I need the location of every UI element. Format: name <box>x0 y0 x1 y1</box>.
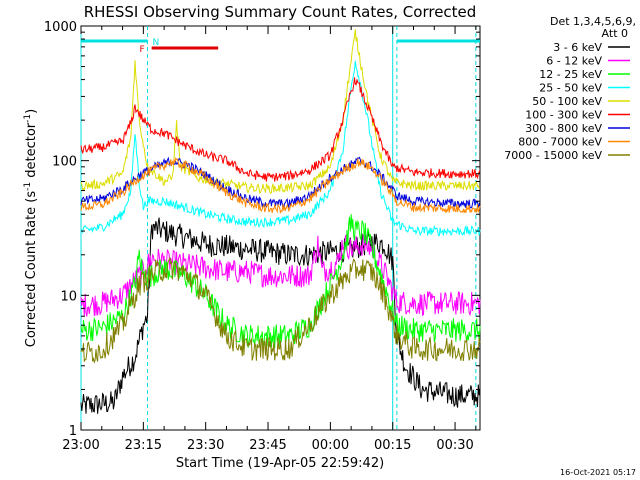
y-axis: 1 10 100 1000 <box>44 20 480 439</box>
x-tick-label: 23:45 <box>249 438 286 453</box>
y-axis-label-close: ) <box>24 109 39 114</box>
chart-title: RHESSI Observing Summary Count Rates, Co… <box>84 3 477 21</box>
footer-timestamp: 16-Oct-2021 05:17 <box>560 468 636 477</box>
x-axis: 23:00 23:15 23:30 23:45 00:00 00:15 00:30 <box>62 26 477 453</box>
legend-label: 100 - 300 keV <box>525 109 602 122</box>
legend-label: 12 - 25 keV <box>539 68 602 81</box>
y-tick-label: 100 <box>52 155 77 170</box>
series-line-7 <box>80 156 481 214</box>
y-axis-label-mid: detector <box>24 122 39 182</box>
y-axis-label-main: Corrected Count Rate (s <box>24 191 39 348</box>
legend-header-line-2: Att 0 <box>602 27 628 40</box>
series-line-4 <box>80 29 481 194</box>
x-tick-label: 00:30 <box>436 438 473 453</box>
y-tick-label: 10 <box>60 289 77 304</box>
x-tick-label: 00:15 <box>374 438 411 453</box>
series-line-8 <box>80 257 481 364</box>
flag-label-n: N <box>153 38 160 48</box>
legend-label: 6 - 12 keV <box>546 55 602 68</box>
series-line-5 <box>80 77 481 182</box>
legend-label: 300 - 800 keV <box>525 122 602 135</box>
y-axis-label-sup2: -1 <box>23 114 33 123</box>
legend-label: 800 - 7000 keV <box>518 136 602 149</box>
y-axis-label: Corrected Count Rate (s-1 detector-1) <box>23 109 39 347</box>
series-line-3 <box>80 60 481 237</box>
series-line-0 <box>80 217 481 414</box>
legend-header-line-1: Det 1,3,4,5,6,9, <box>550 15 636 28</box>
y-axis-label-sup: -1 <box>23 182 33 191</box>
y-tick-label: 1000 <box>44 20 77 35</box>
x-tick-label: 23:15 <box>125 438 162 453</box>
x-tick-label: 23:00 <box>62 438 99 453</box>
legend-label: 50 - 100 keV <box>532 95 602 108</box>
flag-label-f: F <box>140 45 145 55</box>
series-line-2 <box>80 214 481 348</box>
series-line-1 <box>80 234 481 317</box>
legend-label: 7000 - 15000 keV <box>504 149 602 162</box>
y-tick-label: 1 <box>69 424 77 439</box>
x-axis-label: Start Time (19-Apr-05 22:59:42) <box>176 456 384 471</box>
plot-area: NF <box>80 25 481 431</box>
legend-label: 25 - 50 keV <box>539 82 602 95</box>
legend-label: 3 - 6 keV <box>553 41 602 54</box>
x-tick-label: 23:30 <box>187 438 224 453</box>
x-tick-label: 00:00 <box>312 438 349 453</box>
